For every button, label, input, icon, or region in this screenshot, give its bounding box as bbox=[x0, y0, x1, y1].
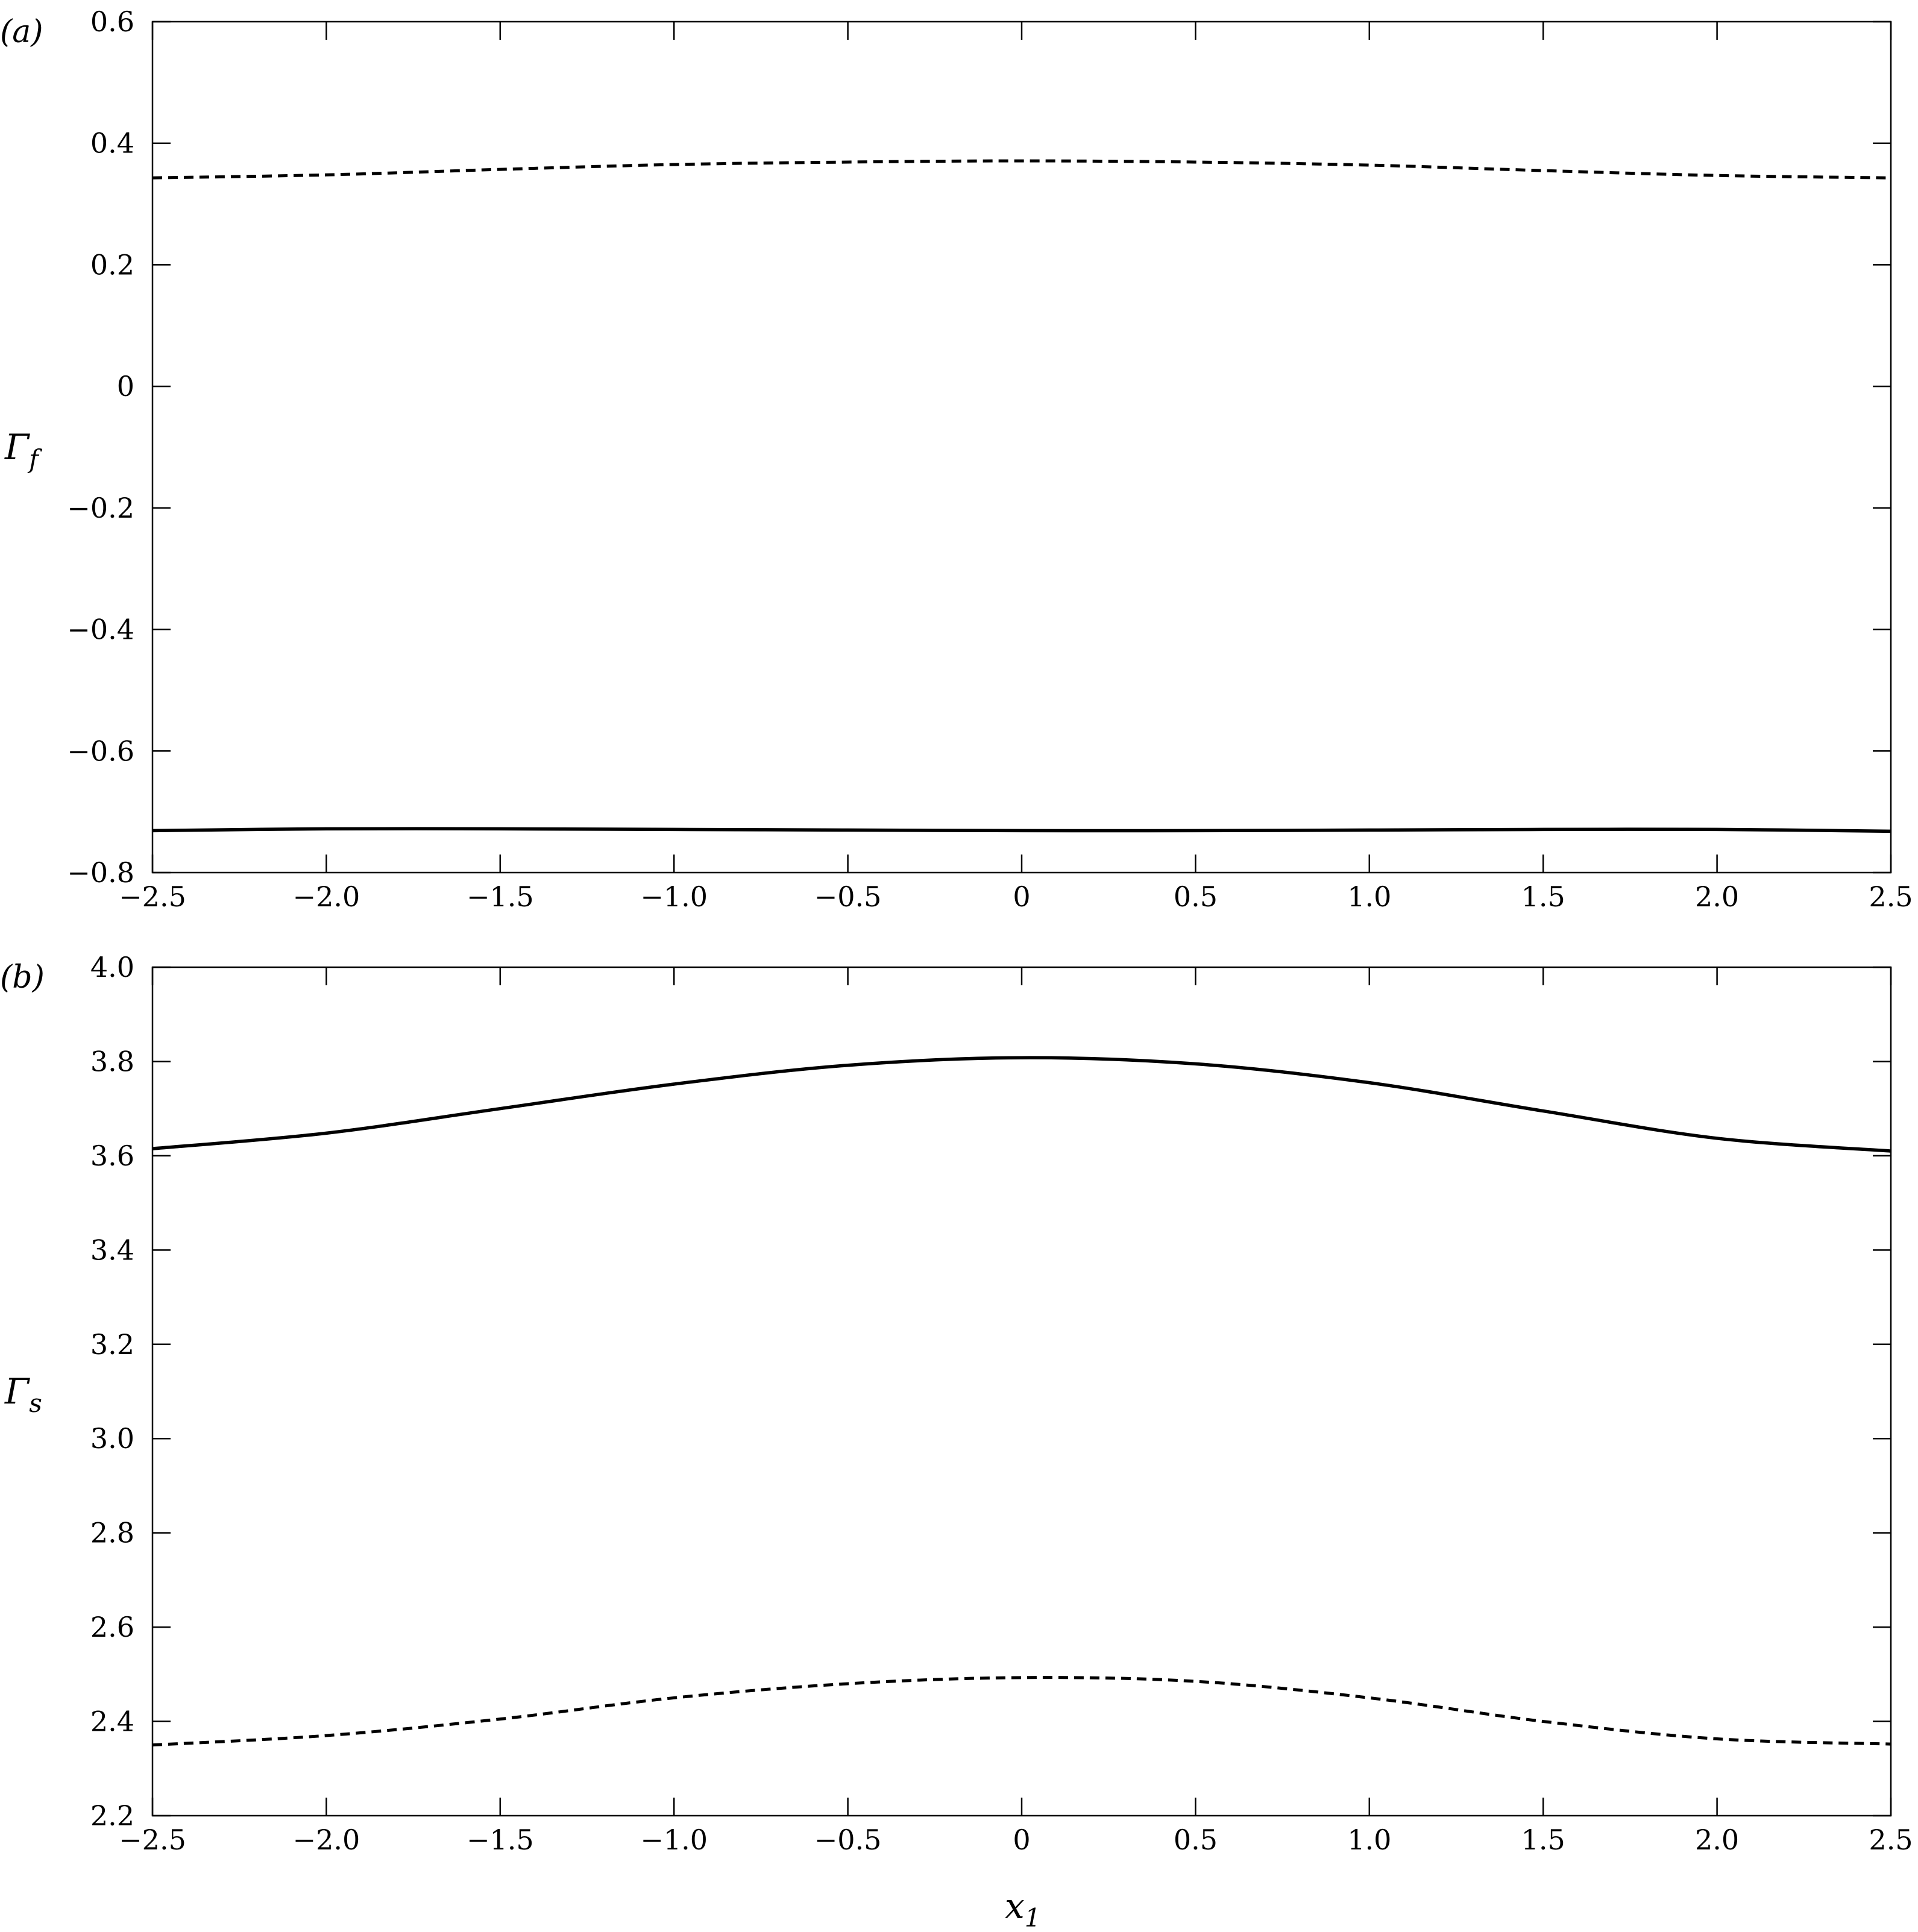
x-tick-label: 0 bbox=[1013, 880, 1030, 913]
y-tick-label: 3.4 bbox=[90, 1234, 134, 1266]
x-tick-label: −0.5 bbox=[814, 1824, 882, 1856]
x-tick-label: 1.0 bbox=[1347, 880, 1391, 913]
x-tick-label: 1.5 bbox=[1521, 880, 1565, 913]
y-tick-label: 3.6 bbox=[90, 1140, 134, 1172]
y-axis-label: Γf bbox=[4, 427, 42, 474]
y-tick-label: 2.2 bbox=[90, 1799, 134, 1832]
y-tick-label: 3.2 bbox=[90, 1328, 134, 1361]
y-tick-label: 3.0 bbox=[90, 1422, 134, 1455]
y-tick-label: −0.6 bbox=[67, 735, 134, 767]
x-tick-label: 2.5 bbox=[1869, 880, 1913, 913]
x-tick-label: 2.0 bbox=[1695, 1824, 1739, 1856]
y-tick-label: 0.2 bbox=[90, 248, 134, 281]
series-line-dashed bbox=[152, 1676, 1891, 1747]
x-tick-label: 2.0 bbox=[1695, 880, 1739, 913]
y-tick-label: −0.4 bbox=[67, 613, 134, 646]
x-tick-label: −2.0 bbox=[293, 880, 360, 913]
y-tick-label: 0.6 bbox=[90, 5, 134, 38]
y-tick-label: 4.0 bbox=[90, 951, 134, 983]
y-tick-label: −0.2 bbox=[67, 492, 134, 524]
y-tick-label: 2.6 bbox=[90, 1611, 134, 1643]
x-tick-label: 0 bbox=[1013, 1824, 1030, 1856]
x-tick-label: −2.0 bbox=[293, 1824, 360, 1856]
panel-label: (b) bbox=[0, 959, 45, 996]
y-tick-label: 3.8 bbox=[90, 1045, 134, 1077]
x-tick-label: −1.0 bbox=[640, 880, 708, 913]
y-tick-label: 0 bbox=[117, 370, 134, 403]
y-tick-label: 2.4 bbox=[90, 1705, 134, 1738]
plot-frame bbox=[151, 966, 1892, 1817]
series-line-solid bbox=[152, 1056, 1891, 1153]
x-axis-label: x1 bbox=[1005, 1886, 1040, 1932]
x-tick-label: 0.5 bbox=[1174, 1824, 1218, 1856]
x-tick-label: −1.0 bbox=[640, 1824, 708, 1856]
plot-frame bbox=[151, 20, 1892, 874]
x-tick-label: 1.0 bbox=[1347, 1824, 1391, 1856]
x-tick-label: 0.5 bbox=[1174, 880, 1218, 913]
x-tick-label: −2.5 bbox=[119, 880, 186, 913]
x-tick-label: −1.5 bbox=[467, 1824, 534, 1856]
panel-a: −2.5 −2.0 −1.5 −1.0 −0.5 0 0.5 1.0 1.5 2.0 2.5 −0.8… bbox=[0, 5, 1913, 913]
x-tick-label: −2.5 bbox=[119, 1824, 186, 1856]
series-line-solid bbox=[152, 827, 1891, 833]
series-line-dashed bbox=[152, 159, 1891, 180]
y-tick-label: 0.4 bbox=[90, 127, 134, 160]
y-tick-label: 2.8 bbox=[90, 1517, 134, 1549]
panel-label: (a) bbox=[0, 14, 43, 50]
x-tick-label: −0.5 bbox=[814, 880, 882, 913]
x-tick-label: −1.5 bbox=[467, 880, 534, 913]
y-axis-label: Γs bbox=[4, 1371, 42, 1418]
y-tick-label: −0.8 bbox=[67, 856, 134, 889]
x-tick-label: 2.5 bbox=[1869, 1824, 1913, 1856]
x-tick-label: 1.5 bbox=[1521, 1824, 1565, 1856]
panel-b: −2.5 −2.0 −1.5 −1.0 −0.5 0 0.5 1.0 1.5 2.0 2.5 2.2 2… bbox=[0, 951, 1913, 1932]
